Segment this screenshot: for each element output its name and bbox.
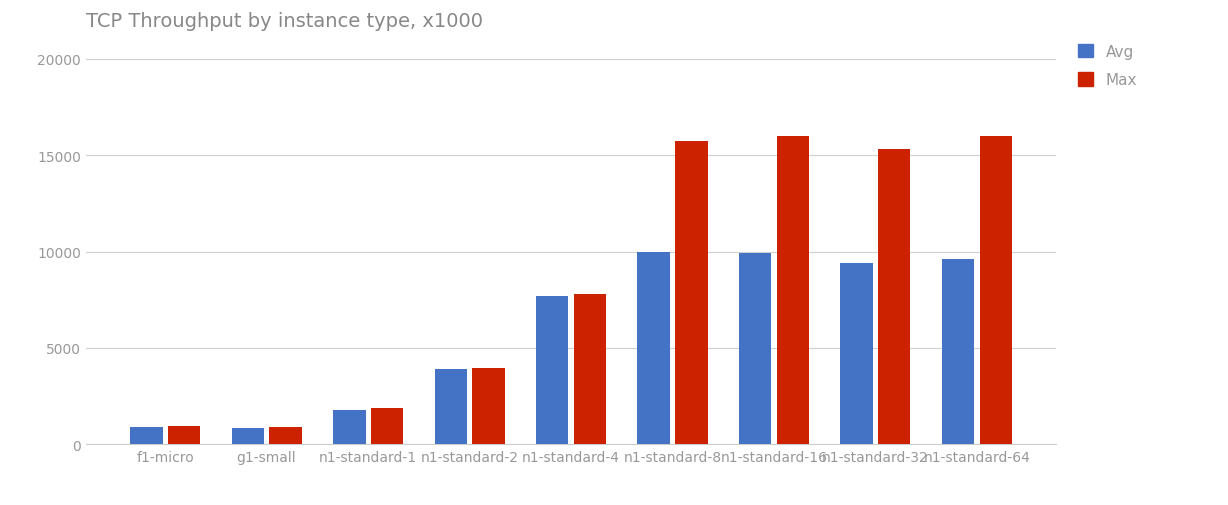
- Text: TCP Throughput by instance type, x1000: TCP Throughput by instance type, x1000: [86, 12, 483, 30]
- Bar: [776, 136, 809, 444]
- Bar: [435, 369, 467, 444]
- Bar: [878, 150, 910, 444]
- Bar: [232, 428, 264, 444]
- Bar: [942, 260, 975, 444]
- Bar: [739, 254, 771, 444]
- Bar: [167, 426, 200, 444]
- Bar: [675, 141, 707, 444]
- Bar: [840, 264, 873, 444]
- Bar: [472, 369, 505, 444]
- Bar: [269, 427, 302, 444]
- Bar: [535, 296, 569, 444]
- Bar: [333, 410, 366, 444]
- Bar: [980, 136, 1012, 444]
- Bar: [637, 253, 670, 444]
- Legend: Avg, Max: Avg, Max: [1073, 40, 1142, 93]
- Bar: [573, 294, 607, 444]
- Bar: [130, 427, 162, 444]
- Bar: [371, 408, 403, 444]
